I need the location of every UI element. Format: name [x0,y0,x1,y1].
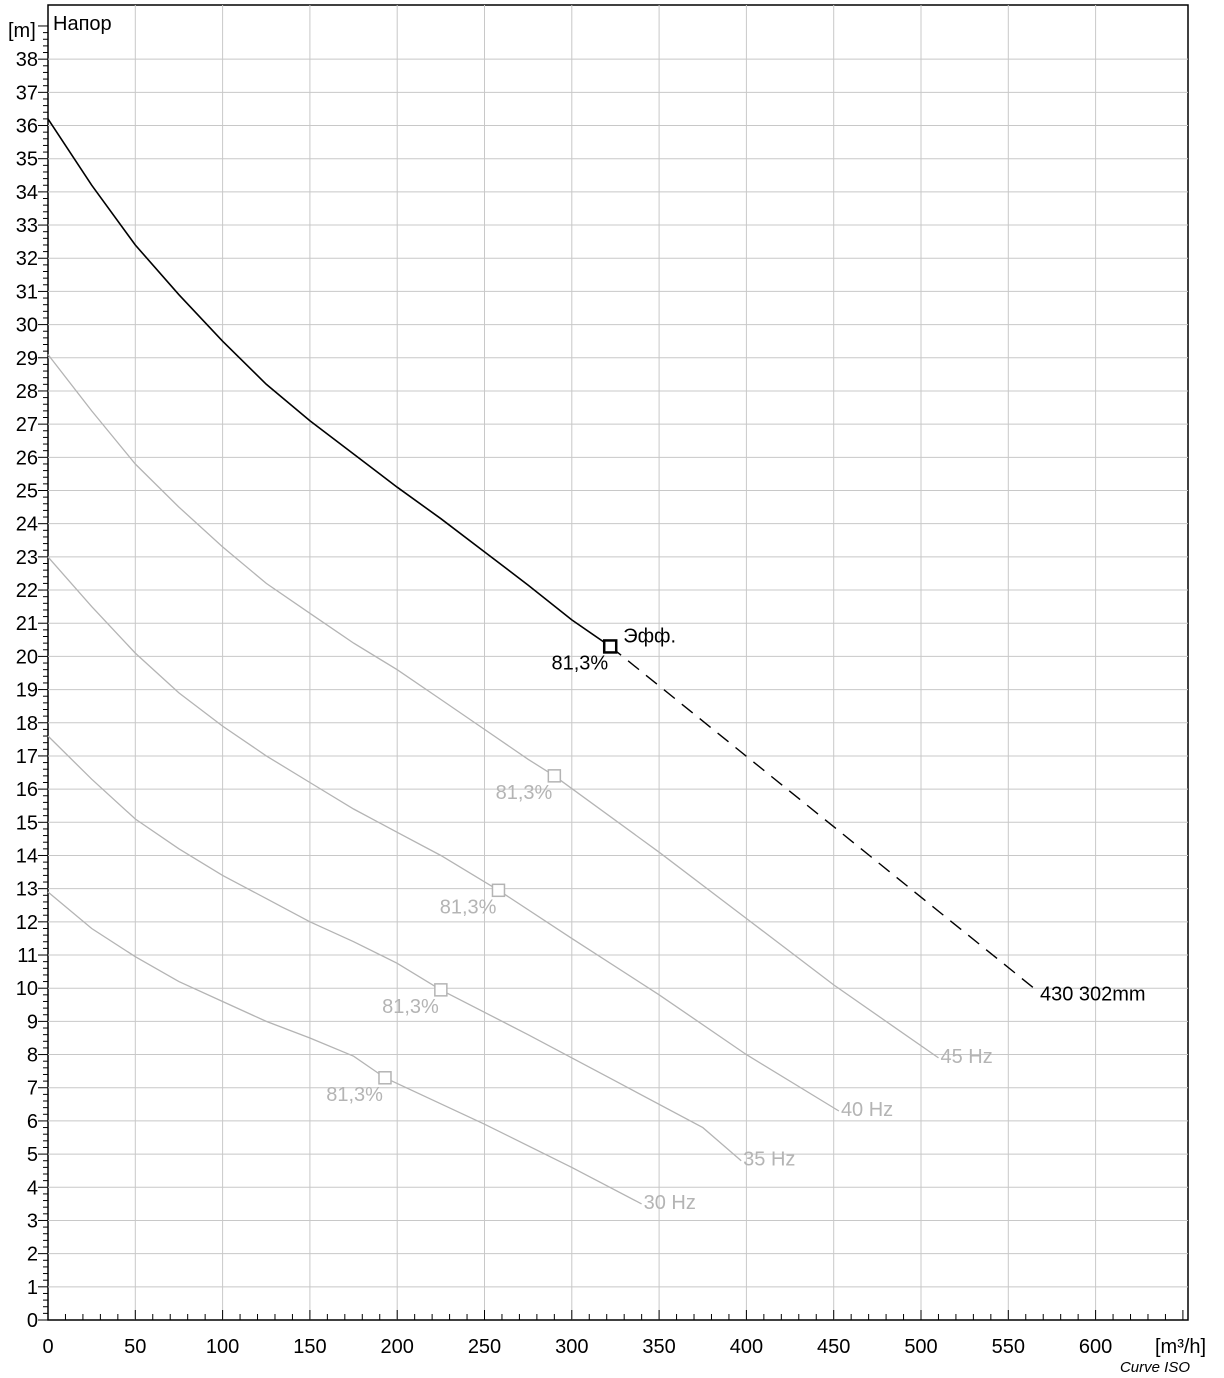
y-tick-label: 38 [16,49,38,71]
speed-curve-label: 30 Hz [644,1192,696,1214]
x-tick-label: 600 [1079,1336,1112,1358]
y-tick-label: 27 [16,414,38,436]
y-tick-label: 4 [27,1177,38,1199]
x-tick-label: 400 [730,1336,763,1358]
y-tick-label: 33 [16,215,38,237]
efficiency-marker [434,983,448,997]
speed-curve [47,354,939,1059]
x-tick-label: 250 [468,1336,501,1358]
plot-frame [47,4,1189,1321]
y-tick-label: 36 [16,116,38,138]
y-tick-label: 16 [16,779,38,801]
y-tick-label: 31 [16,281,38,303]
efficiency-label: 81,3% [496,782,553,804]
y-tick-label: 5 [27,1144,38,1166]
efficiency-marker [378,1071,392,1085]
speed-curve-label: 40 Hz [841,1099,893,1121]
grid [48,5,1188,1320]
y-tick-label: 1 [27,1277,38,1299]
curve-standard-caption: Curve ISO [1120,1359,1190,1376]
x-tick-label: 450 [817,1336,850,1358]
y-tick-label: 23 [16,547,38,569]
x-tick-label: 500 [904,1336,937,1358]
efficiency-label: 81,3% [382,996,439,1018]
speed-curve-label: 45 Hz [940,1046,992,1068]
duty-point-efficiency: 81,3% [551,652,608,674]
y-tick-label: 6 [27,1111,38,1133]
x-tick-label: 550 [992,1336,1025,1358]
x-tick-label: 50 [124,1336,146,1358]
efficiency-label: 81,3% [326,1084,383,1106]
y-tick-label: 3 [27,1210,38,1232]
x-tick-label: 0 [42,1336,53,1358]
y-tick-label: 11 [17,945,38,967]
y-tick-label: 2 [27,1244,38,1266]
y-tick-label: 35 [16,149,38,171]
x-tick-label: 100 [206,1336,239,1358]
speed-curve [47,891,642,1205]
y-tick-label: 18 [16,713,38,735]
speed-curves: 45 Hz 81,3% 40 Hz 81,3% 35 Hz 81,3% 30 Hz 81,3% [47,354,993,1214]
efficiency-marker [491,883,506,898]
y-tick-label: 20 [16,646,38,668]
y-tick-label: 15 [16,812,38,834]
y-tick-label: 19 [16,680,38,702]
axes: 0 50 100 150 200 250 300 350 400 450 500 550 6000123… [16,25,1184,1358]
efficiency-marker [547,769,562,783]
y-tick-label: 29 [16,348,38,370]
y-tick-label: 14 [16,845,38,867]
speed-curve [47,556,840,1112]
y-tick-label: 34 [16,182,38,204]
chart-title: Напор [53,13,112,35]
y-tick-label: 22 [16,580,38,602]
y-tick-label: 0 [27,1310,38,1332]
duty-point-marker [602,639,618,654]
y-tick-label: 24 [16,514,38,536]
main-curve-line [47,118,611,648]
y-tick-label: 7 [27,1078,38,1100]
impeller-label: 430 302mm [1040,984,1146,1006]
y-tick-label: 17 [16,746,38,768]
y-tick-label: 12 [16,912,38,934]
y-axis-unit: [m] [8,20,36,42]
speed-curve [47,735,742,1162]
x-axis-unit: [m³/h] [1155,1336,1206,1358]
y-tick-label: 13 [16,879,38,901]
y-tick-label: 37 [16,82,38,104]
y-tick-label: 21 [16,613,38,635]
y-tick-label: 30 [16,315,38,337]
x-tick-label: 150 [293,1336,326,1358]
y-tick-label: 26 [16,447,38,469]
y-tick-label: 25 [16,481,38,503]
speed-curve-label: 35 Hz [743,1149,795,1171]
y-tick-label: 9 [27,1011,38,1033]
x-tick-label: 300 [555,1336,588,1358]
x-tick-label: 200 [381,1336,414,1358]
main-curve: 430 302mm 81,3% Эфф. [47,118,1146,1006]
y-tick-label: 10 [16,978,38,1000]
duty-point-label: Эфф. [623,625,676,647]
y-tick-label: 28 [16,381,38,403]
y-tick-label: 8 [27,1045,38,1067]
efficiency-label: 81,3% [440,896,497,918]
y-tick-label: 32 [16,248,38,270]
x-tick-label: 350 [642,1336,675,1358]
